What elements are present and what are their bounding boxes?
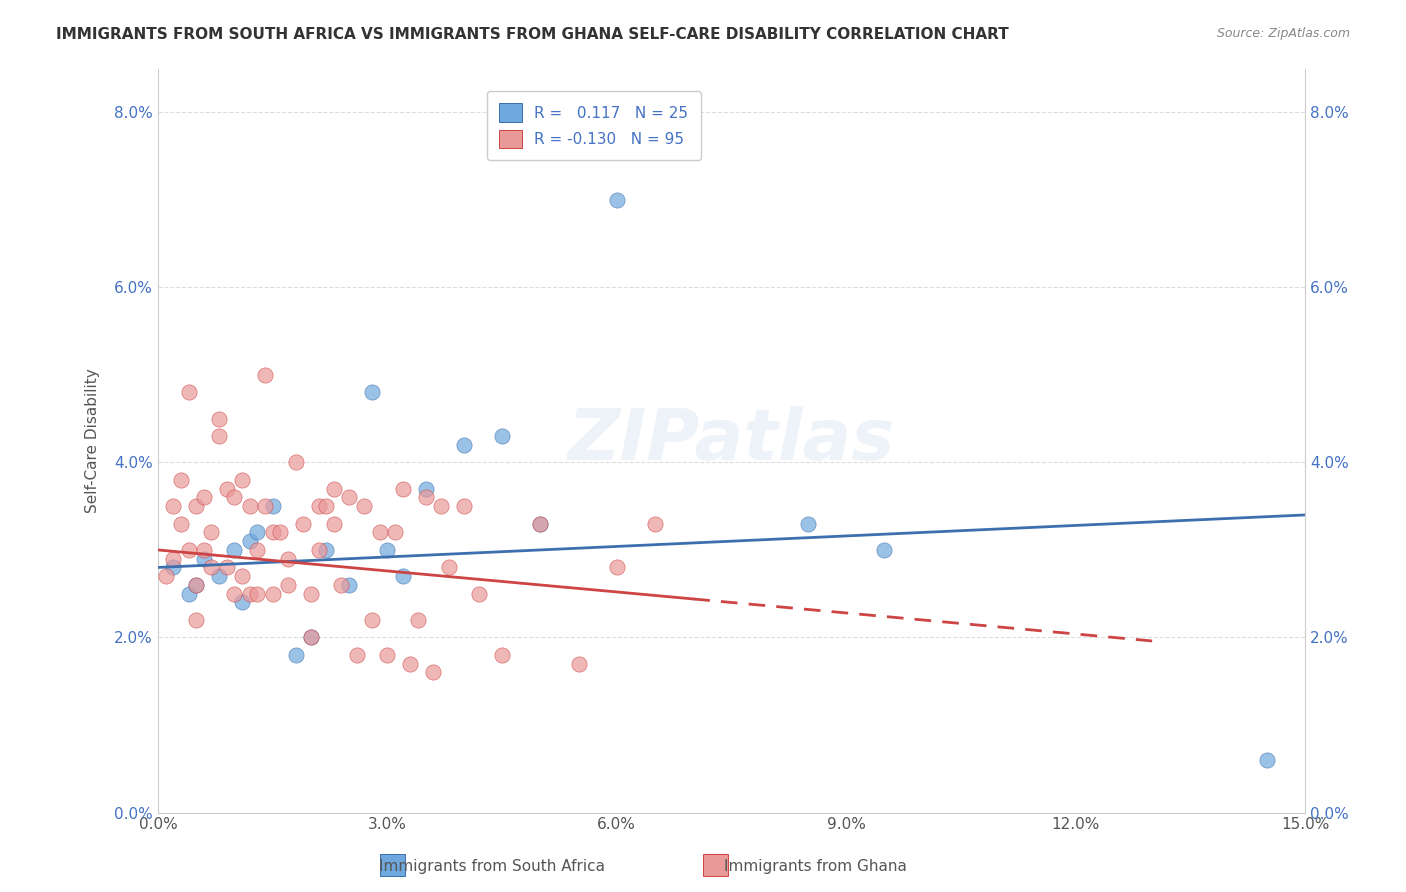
Point bbox=[186, 499, 208, 513]
Point bbox=[606, 193, 628, 207]
Point bbox=[186, 578, 208, 592]
Point bbox=[224, 491, 246, 505]
Point bbox=[468, 587, 491, 601]
Point bbox=[200, 560, 222, 574]
Point bbox=[361, 613, 384, 627]
Point bbox=[246, 525, 269, 540]
Text: Immigrants from South Africa: Immigrants from South Africa bbox=[380, 859, 605, 874]
Point bbox=[430, 499, 453, 513]
Point bbox=[322, 516, 344, 531]
Point bbox=[231, 595, 253, 609]
Point bbox=[308, 499, 330, 513]
Point bbox=[162, 560, 184, 574]
Point bbox=[453, 438, 475, 452]
Point bbox=[246, 587, 269, 601]
Point bbox=[453, 499, 475, 513]
Point bbox=[224, 543, 246, 558]
Point bbox=[246, 543, 269, 558]
Point bbox=[162, 499, 184, 513]
Point bbox=[384, 525, 406, 540]
Text: Immigrants from Ghana: Immigrants from Ghana bbox=[724, 859, 907, 874]
Point bbox=[231, 473, 253, 487]
Point bbox=[399, 657, 422, 671]
Point bbox=[415, 491, 437, 505]
Point bbox=[284, 455, 307, 469]
Text: ZIPatlas: ZIPatlas bbox=[568, 406, 896, 475]
Point bbox=[193, 551, 215, 566]
Point bbox=[644, 516, 666, 531]
Point bbox=[437, 560, 460, 574]
Point bbox=[322, 482, 344, 496]
Point bbox=[353, 499, 375, 513]
Point bbox=[193, 543, 215, 558]
Point bbox=[193, 491, 215, 505]
Point bbox=[170, 473, 193, 487]
Point bbox=[491, 648, 513, 662]
Point bbox=[346, 648, 368, 662]
Point bbox=[422, 665, 444, 680]
Point bbox=[208, 411, 231, 425]
Point bbox=[284, 648, 307, 662]
Y-axis label: Self-Care Disability: Self-Care Disability bbox=[86, 368, 100, 513]
Point bbox=[292, 516, 315, 531]
Point bbox=[170, 516, 193, 531]
Point bbox=[377, 543, 399, 558]
Point bbox=[299, 631, 322, 645]
Point bbox=[797, 516, 820, 531]
Point bbox=[177, 587, 200, 601]
Point bbox=[239, 499, 262, 513]
Point bbox=[315, 499, 337, 513]
Point bbox=[262, 499, 284, 513]
Point bbox=[253, 499, 276, 513]
Point bbox=[491, 429, 513, 443]
Point bbox=[186, 578, 208, 592]
Point bbox=[231, 569, 253, 583]
Point bbox=[391, 482, 413, 496]
Point bbox=[269, 525, 291, 540]
Point bbox=[215, 482, 238, 496]
Point bbox=[239, 587, 262, 601]
Point bbox=[277, 578, 299, 592]
Point bbox=[262, 587, 284, 601]
Point bbox=[308, 543, 330, 558]
Text: Source: ZipAtlas.com: Source: ZipAtlas.com bbox=[1216, 27, 1350, 40]
Point bbox=[155, 569, 177, 583]
Point bbox=[529, 516, 551, 531]
Point bbox=[873, 543, 896, 558]
Point bbox=[200, 525, 222, 540]
Point bbox=[239, 534, 262, 549]
Point bbox=[186, 613, 208, 627]
Point bbox=[368, 525, 391, 540]
Point bbox=[299, 587, 322, 601]
Point bbox=[215, 560, 238, 574]
Point bbox=[415, 482, 437, 496]
Point bbox=[177, 543, 200, 558]
Point bbox=[1256, 753, 1278, 767]
Point bbox=[337, 578, 360, 592]
Point bbox=[162, 551, 184, 566]
Point bbox=[529, 516, 551, 531]
Point bbox=[208, 569, 231, 583]
Point bbox=[567, 657, 589, 671]
Point bbox=[262, 525, 284, 540]
Point bbox=[406, 613, 429, 627]
Point bbox=[253, 368, 276, 382]
Point bbox=[377, 648, 399, 662]
Text: IMMIGRANTS FROM SOUTH AFRICA VS IMMIGRANTS FROM GHANA SELF-CARE DISABILITY CORRE: IMMIGRANTS FROM SOUTH AFRICA VS IMMIGRAN… bbox=[56, 27, 1010, 42]
Point bbox=[337, 491, 360, 505]
Point bbox=[277, 551, 299, 566]
Point bbox=[299, 631, 322, 645]
Point bbox=[208, 429, 231, 443]
Point bbox=[606, 560, 628, 574]
Point bbox=[315, 543, 337, 558]
Point bbox=[361, 385, 384, 400]
Point bbox=[330, 578, 353, 592]
Point bbox=[391, 569, 413, 583]
Point bbox=[224, 587, 246, 601]
Legend: R =   0.117   N = 25, R = -0.130   N = 95: R = 0.117 N = 25, R = -0.130 N = 95 bbox=[486, 91, 700, 161]
Point bbox=[177, 385, 200, 400]
